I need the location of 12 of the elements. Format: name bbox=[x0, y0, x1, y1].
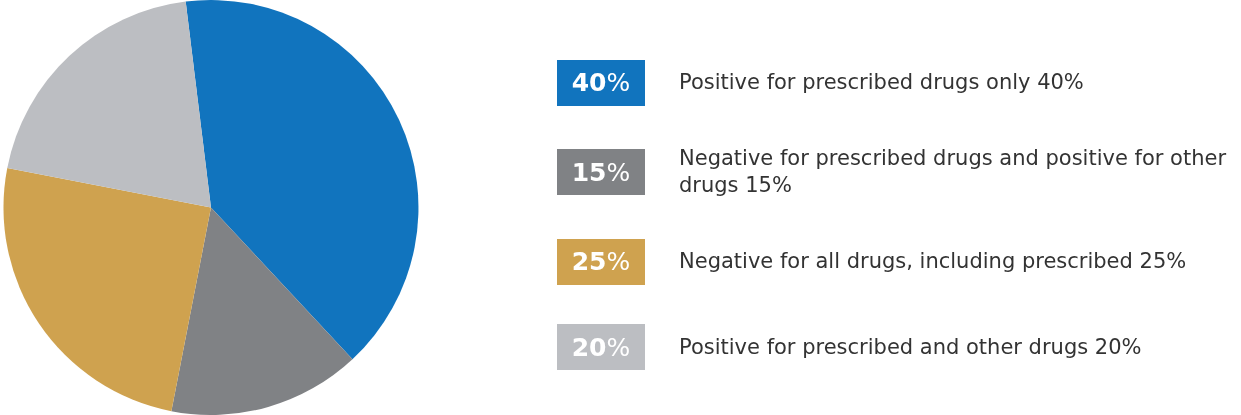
legend-label: Negative for all drugs, including prescribed 25% bbox=[679, 248, 1187, 276]
pie-slice bbox=[171, 207, 353, 415]
pie-slice bbox=[7, 1, 211, 208]
legend-label: Negative for prescribed drugs and positive for other drugs 15% bbox=[679, 145, 1228, 200]
pie-slice bbox=[185, 0, 419, 360]
data-label: 15% bbox=[557, 149, 645, 196]
legend-label: Positive for prescribed and other drugs 20% bbox=[679, 333, 1142, 361]
legend-label: Positive for prescribed drugs only 40% bbox=[679, 69, 1084, 96]
data-label: 40% bbox=[557, 59, 645, 106]
data-label: 25% bbox=[557, 238, 645, 285]
data-label: 20% bbox=[557, 324, 645, 371]
pie-slice bbox=[3, 167, 211, 412]
